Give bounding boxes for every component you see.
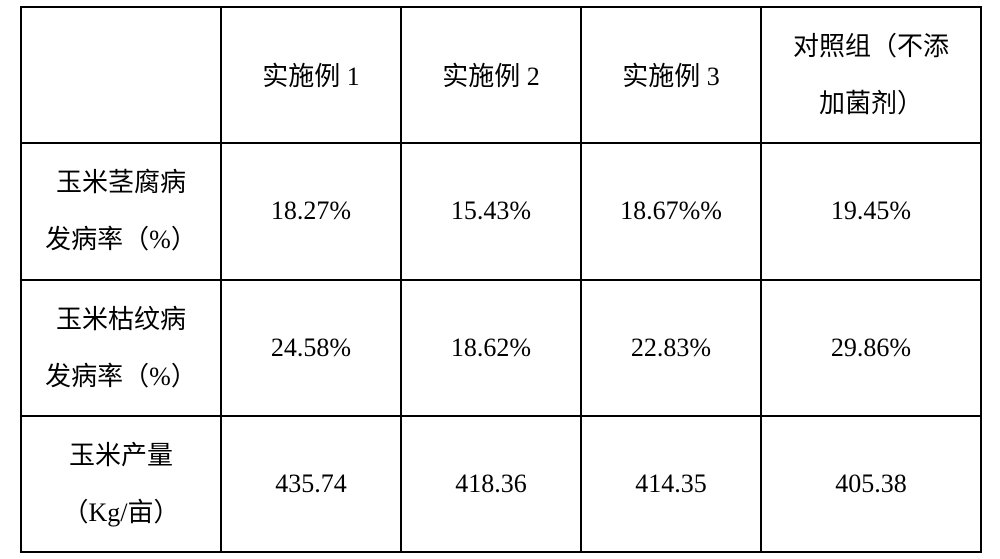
table-row: 玉米茎腐病发病率（%） 18.27% 15.43% 18.67%% 19.45%	[21, 143, 981, 279]
table-header-row: 实施例 1 实施例 2 实施例 3 对照组（不添加菌剂）	[21, 7, 981, 143]
data-cell: 22.83%	[581, 280, 761, 416]
experiment-table-container: 实施例 1 实施例 2 实施例 3 对照组（不添加菌剂） 玉米茎腐病发病率（%）…	[20, 6, 980, 554]
header-cell-example3: 实施例 3	[581, 7, 761, 143]
data-cell: 15.43%	[401, 143, 581, 279]
row-label-stemrot: 玉米茎腐病发病率（%）	[21, 143, 221, 279]
row-label-yield: 玉米产量（Kg/亩）	[21, 416, 221, 552]
data-cell: 24.58%	[221, 280, 401, 416]
data-cell: 414.35	[581, 416, 761, 552]
table-row: 玉米产量（Kg/亩） 435.74 418.36 414.35 405.38	[21, 416, 981, 552]
row-label-text: 玉米产量（Kg/亩）	[62, 441, 179, 527]
table-row: 玉米枯纹病发病率（%） 24.58% 18.62% 22.83% 29.86%	[21, 280, 981, 416]
row-label-text: 玉米茎腐病发病率（%）	[45, 168, 197, 254]
row-label-text: 玉米枯纹病发病率（%）	[45, 305, 197, 391]
header-cell-example1: 实施例 1	[221, 7, 401, 143]
experiment-table: 实施例 1 实施例 2 实施例 3 对照组（不添加菌剂） 玉米茎腐病发病率（%）…	[20, 6, 982, 554]
header-cell-example2: 实施例 2	[401, 7, 581, 143]
header-cell-empty	[21, 7, 221, 143]
data-cell: 418.36	[401, 416, 581, 552]
data-cell: 18.67%%	[581, 143, 761, 279]
data-cell: 18.27%	[221, 143, 401, 279]
data-cell: 405.38	[761, 416, 981, 552]
header-cell-control: 对照组（不添加菌剂）	[761, 7, 981, 143]
data-cell: 18.62%	[401, 280, 581, 416]
header-control-line1: 对照组（不添加菌剂）	[793, 32, 949, 118]
data-cell: 435.74	[221, 416, 401, 552]
data-cell: 19.45%	[761, 143, 981, 279]
data-cell: 29.86%	[761, 280, 981, 416]
row-label-sheathblight: 玉米枯纹病发病率（%）	[21, 280, 221, 416]
